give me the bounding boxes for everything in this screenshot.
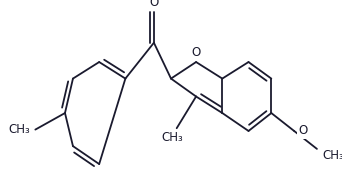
Text: CH₃: CH₃ — [8, 123, 30, 136]
Text: CH₃: CH₃ — [161, 131, 183, 144]
Text: O: O — [149, 0, 159, 9]
Text: O: O — [192, 46, 201, 59]
Text: O: O — [299, 124, 308, 137]
Text: CH₃: CH₃ — [323, 149, 342, 162]
